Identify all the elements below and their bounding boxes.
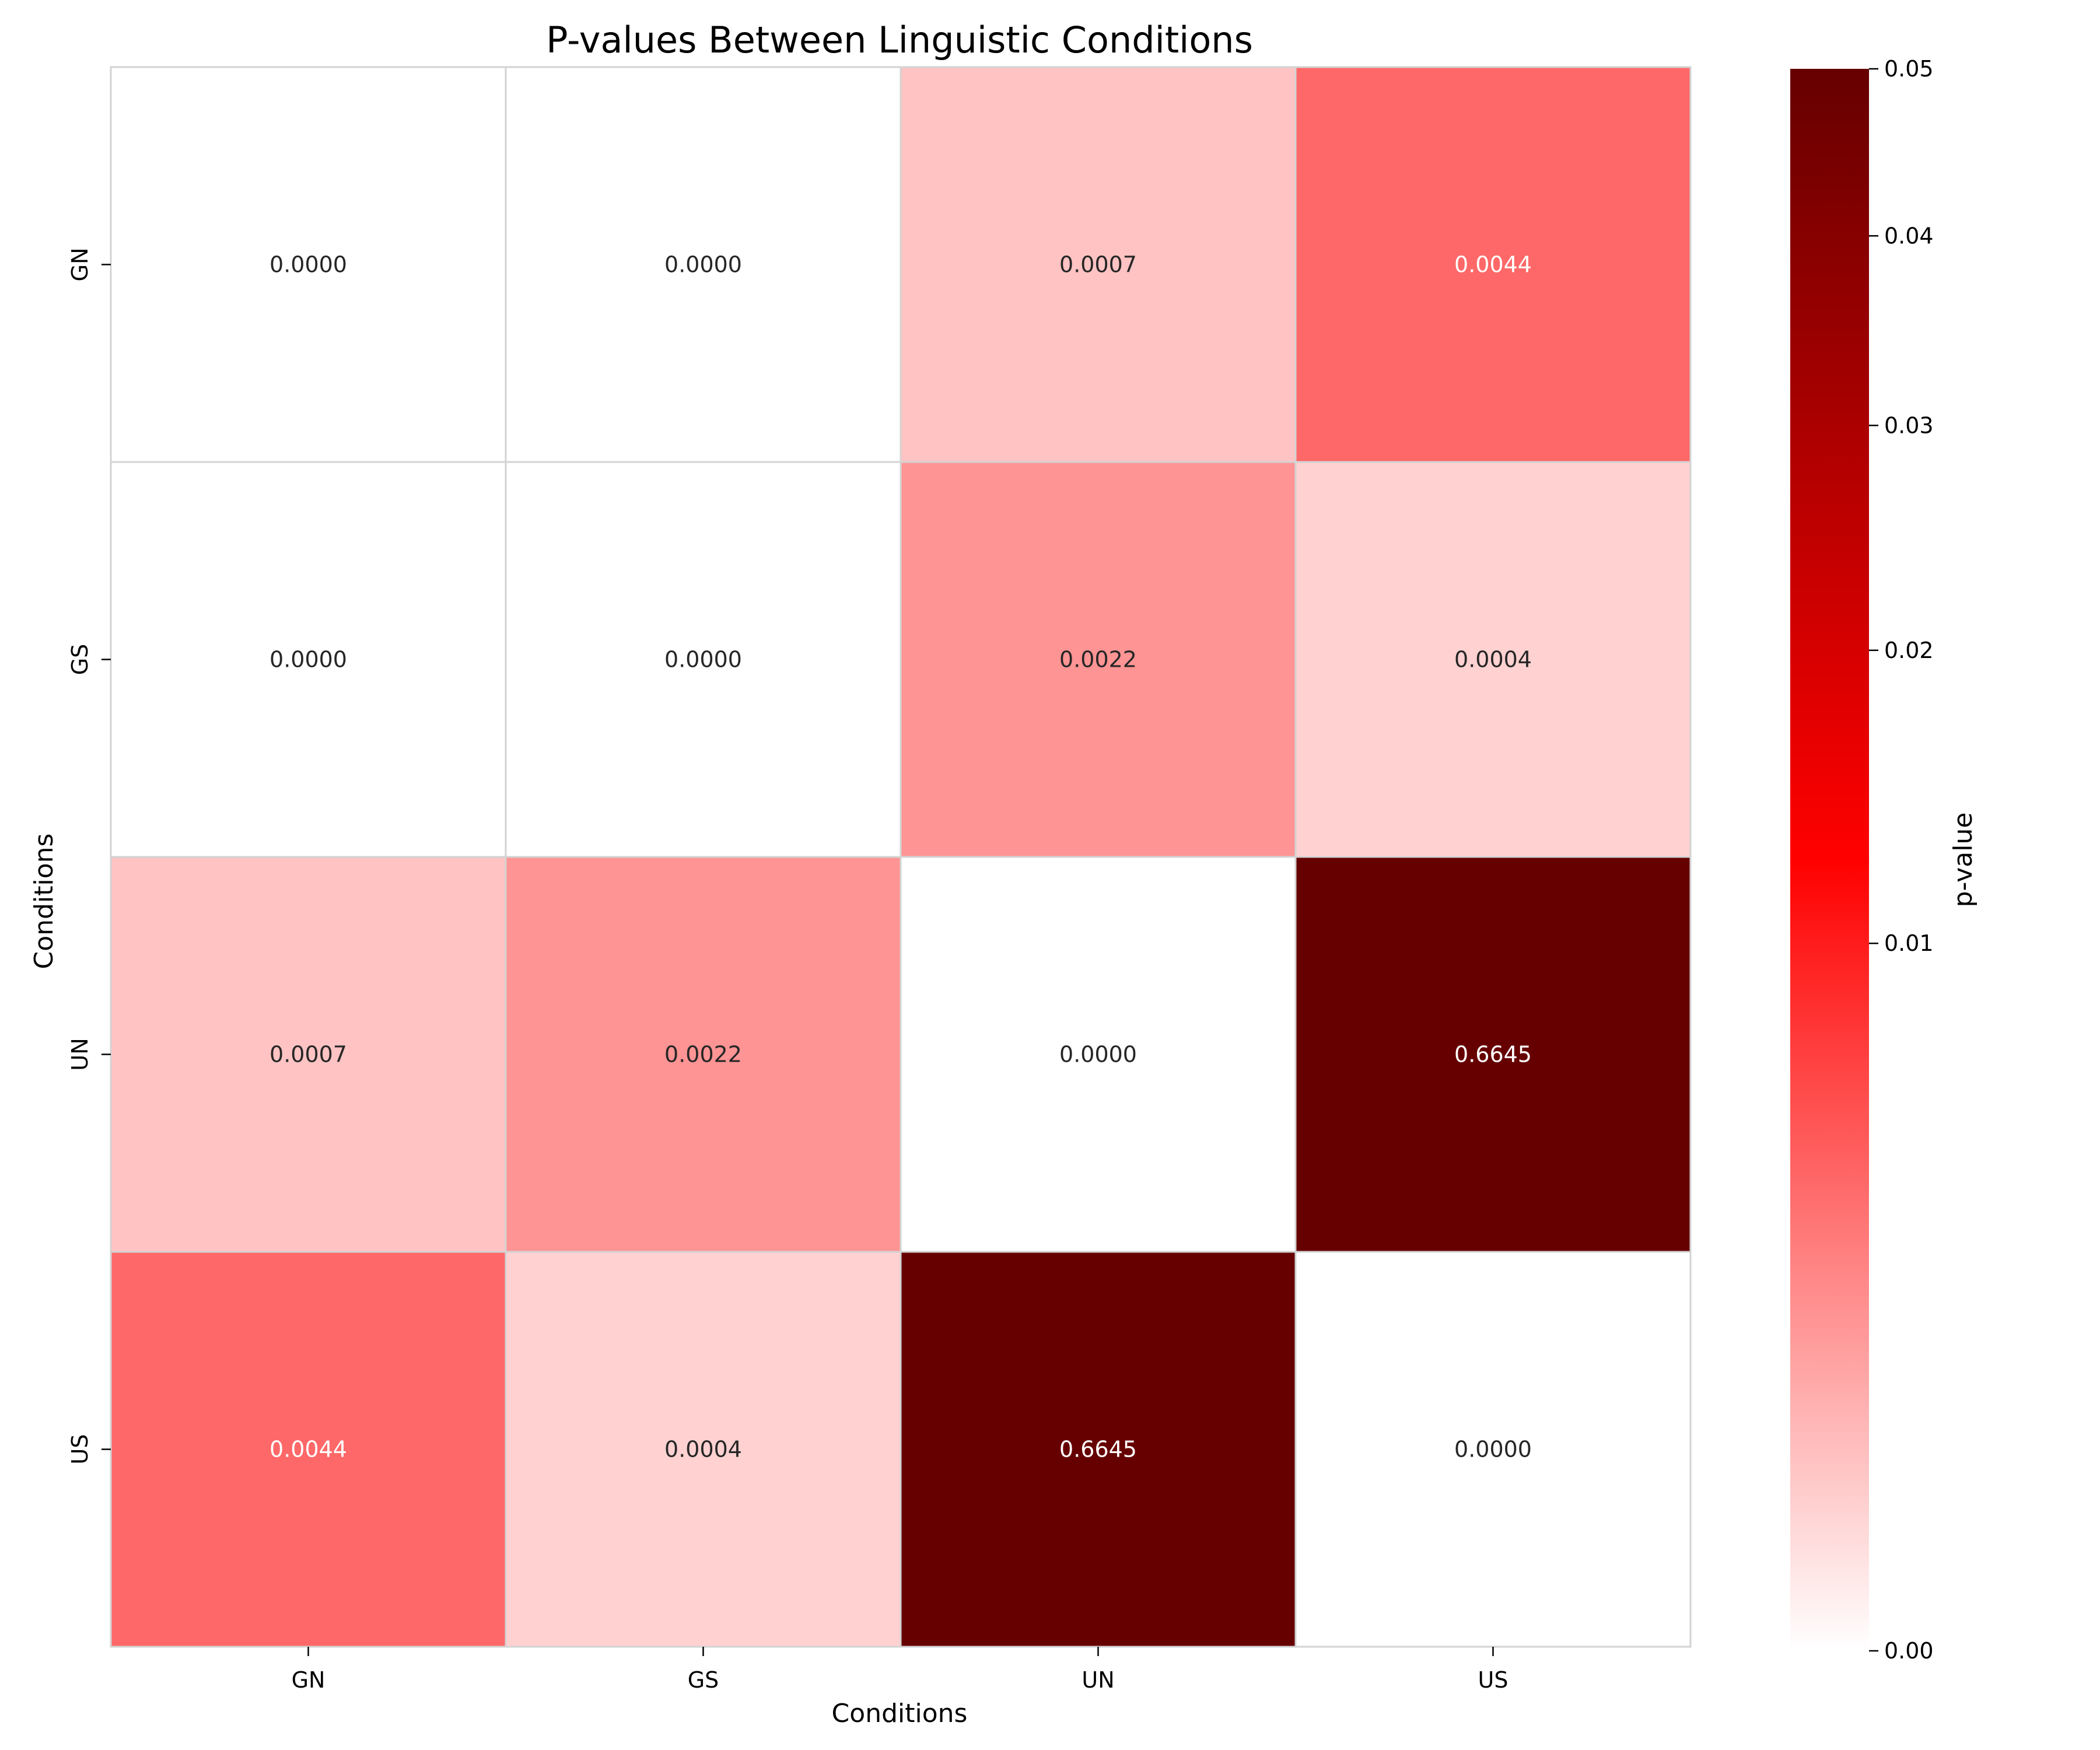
heatmap-cell bbox=[110, 66, 507, 463]
cell-value-label: 0.0000 bbox=[1454, 1437, 1532, 1462]
y-axis: GN GS UN US bbox=[67, 248, 111, 1465]
x-tick-label: GS bbox=[688, 1667, 719, 1693]
colorbar-tick-label: 0.01 bbox=[1884, 930, 1934, 956]
colorbar: 0.00 0.01 0.02 0.03 0.04 0.05 p-value bbox=[1790, 56, 1978, 1664]
heatmap-cell bbox=[900, 461, 1297, 858]
cell-value-label: 0.6645 bbox=[1454, 1042, 1532, 1068]
colorbar-tick-label: 0.02 bbox=[1884, 638, 1934, 663]
heatmap-cell bbox=[1294, 856, 1692, 1253]
heatmap-cell bbox=[1294, 461, 1692, 858]
heatmap-cell bbox=[1294, 66, 1692, 463]
cell-value-label: 0.0044 bbox=[270, 1437, 347, 1462]
colorbar-ticks: 0.00 0.01 0.02 0.03 0.04 0.05 bbox=[1869, 56, 1934, 1664]
colorbar-tick-label: 0.03 bbox=[1884, 412, 1934, 438]
cell-value-label: 0.0007 bbox=[1059, 252, 1137, 278]
x-tick-label: GN bbox=[292, 1667, 326, 1693]
colorbar-tick-label: 0.04 bbox=[1884, 223, 1934, 249]
cell-value-label: 0.0022 bbox=[1059, 647, 1137, 673]
heatmap-cell bbox=[505, 66, 902, 463]
x-axis: GN GS UN US bbox=[292, 1647, 1508, 1693]
cell-value-label: 0.0000 bbox=[270, 252, 347, 278]
colorbar-tick-label: 0.00 bbox=[1884, 1638, 1934, 1664]
y-axis-label: Conditions bbox=[29, 834, 59, 970]
y-tick-label: US bbox=[67, 1434, 93, 1465]
cell-value-label: 0.0000 bbox=[664, 647, 742, 673]
heatmap-cell bbox=[505, 461, 902, 858]
cell-value-label: 0.0004 bbox=[664, 1437, 742, 1462]
heatmap-cells bbox=[110, 66, 1692, 1648]
x-tick-label: UN bbox=[1082, 1667, 1114, 1693]
heatmap-cell-labels: 0.0000 0.0000 0.0007 0.0044 0.0000 0.0000 0.00… bbox=[270, 252, 1532, 1462]
chart-title: P-values Between Linguistic Conditions bbox=[546, 19, 1253, 61]
heatmap-cell bbox=[900, 1251, 1297, 1648]
y-tick-label: GS bbox=[67, 644, 93, 676]
cell-value-label: 0.0000 bbox=[270, 647, 347, 673]
x-tick-label: US bbox=[1478, 1667, 1508, 1693]
cell-value-label: 0.0007 bbox=[270, 1042, 347, 1068]
y-tick-label: GN bbox=[67, 248, 93, 282]
colorbar-label: p-value bbox=[1948, 813, 1978, 908]
colorbar-tick-label: 0.05 bbox=[1884, 56, 1934, 82]
cell-value-label: 0.0044 bbox=[1454, 252, 1532, 278]
cell-value-label: 0.0000 bbox=[1059, 1042, 1137, 1068]
heatmap-cell bbox=[900, 66, 1297, 463]
heatmap-cell bbox=[505, 856, 902, 1253]
y-tick-label: UN bbox=[67, 1038, 93, 1070]
heatmap-cell bbox=[505, 1251, 902, 1648]
heatmap-cell bbox=[110, 1251, 507, 1648]
colorbar-gradient bbox=[1790, 69, 1869, 1651]
cell-value-label: 0.0004 bbox=[1454, 647, 1532, 673]
x-axis-label: Conditions bbox=[832, 1699, 968, 1728]
cell-value-label: 0.0022 bbox=[664, 1042, 742, 1068]
cell-value-label: 0.0000 bbox=[664, 252, 742, 278]
cell-value-label: 0.6645 bbox=[1059, 1437, 1137, 1462]
heatmap-cell bbox=[1294, 1251, 1692, 1648]
heatmap-cell bbox=[110, 461, 507, 858]
